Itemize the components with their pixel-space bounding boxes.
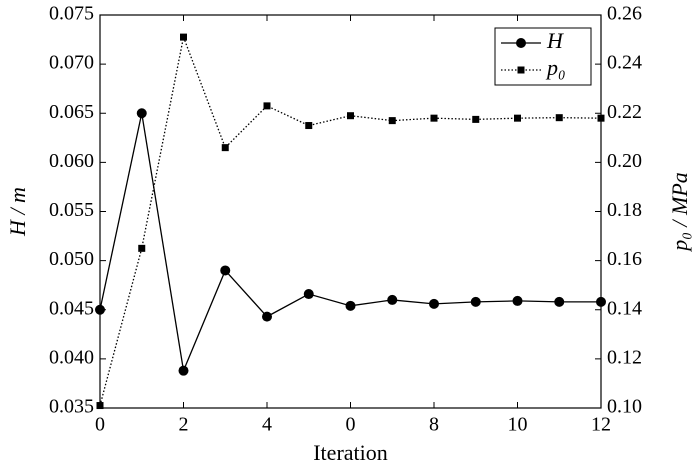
y-tick-label: 0.055 xyxy=(49,199,94,221)
legend-marker xyxy=(517,66,525,74)
x-tick-label: 8 xyxy=(429,414,439,436)
x-tick-label: 10 xyxy=(508,414,528,436)
x-axis-label: Iteration xyxy=(313,440,388,465)
data-point xyxy=(472,115,480,123)
y-tick-label: 0.060 xyxy=(49,150,94,172)
data-point xyxy=(387,294,398,305)
data-point xyxy=(514,114,521,122)
data-point xyxy=(554,296,565,307)
data-point xyxy=(345,300,356,311)
y-tick-label: 0.050 xyxy=(49,248,94,270)
data-point xyxy=(180,33,187,41)
y2-tick-label: 0.18 xyxy=(607,199,642,221)
series-line xyxy=(99,113,601,374)
data-point xyxy=(221,144,229,152)
x-tick-label: 0 xyxy=(95,414,105,436)
y2-axis-label: p₀ / MPa xyxy=(667,172,692,253)
data-point xyxy=(512,295,523,306)
y-axis-label: H / m xyxy=(5,187,30,237)
y-tick-label: 0.045 xyxy=(49,297,94,319)
legend-label: p₀ xyxy=(545,55,566,80)
data-point xyxy=(470,296,481,307)
data-point xyxy=(305,122,313,130)
x-tick-label: 12 xyxy=(591,414,611,436)
y2-tick-label: 0.10 xyxy=(607,396,642,418)
data-point xyxy=(263,102,271,110)
y2-tick-label: 0.14 xyxy=(607,297,642,319)
data-point xyxy=(555,114,563,122)
y2-tick-label: 0.24 xyxy=(607,52,642,74)
data-point xyxy=(96,402,104,410)
x-tick-label: 2 xyxy=(179,414,189,436)
y2-tick-label: 0.26 xyxy=(607,3,642,25)
data-point xyxy=(95,304,105,315)
y2-tick-label: 0.16 xyxy=(607,248,642,270)
legend-marker xyxy=(516,38,526,48)
data-point xyxy=(138,244,146,252)
y-tick-label: 0.065 xyxy=(49,101,94,123)
y2-tick-label: 0.12 xyxy=(607,346,642,368)
data-point xyxy=(430,114,438,122)
data-point xyxy=(388,117,396,125)
data-point xyxy=(347,112,354,120)
y-tick-label: 0.040 xyxy=(49,346,94,368)
data-point xyxy=(596,296,606,307)
x-tick-label: 0 xyxy=(346,414,356,436)
y-tick-label: 0.070 xyxy=(49,52,94,74)
data-point xyxy=(262,311,272,322)
y-tick-label: 0.035 xyxy=(49,396,94,418)
legend-box xyxy=(494,27,592,86)
data-point xyxy=(303,289,314,300)
data-point xyxy=(136,108,147,119)
series-line xyxy=(99,34,602,406)
data-point xyxy=(597,114,605,122)
data-point xyxy=(429,298,439,309)
y-tick-label: 0.075 xyxy=(49,3,94,25)
x-tick-label: 4 xyxy=(262,414,272,436)
y2-tick-label: 0.20 xyxy=(607,150,642,172)
y2-tick-label: 0.22 xyxy=(607,101,642,123)
legend-label: H xyxy=(546,28,564,53)
data-point xyxy=(220,265,231,276)
data-point xyxy=(178,365,189,376)
